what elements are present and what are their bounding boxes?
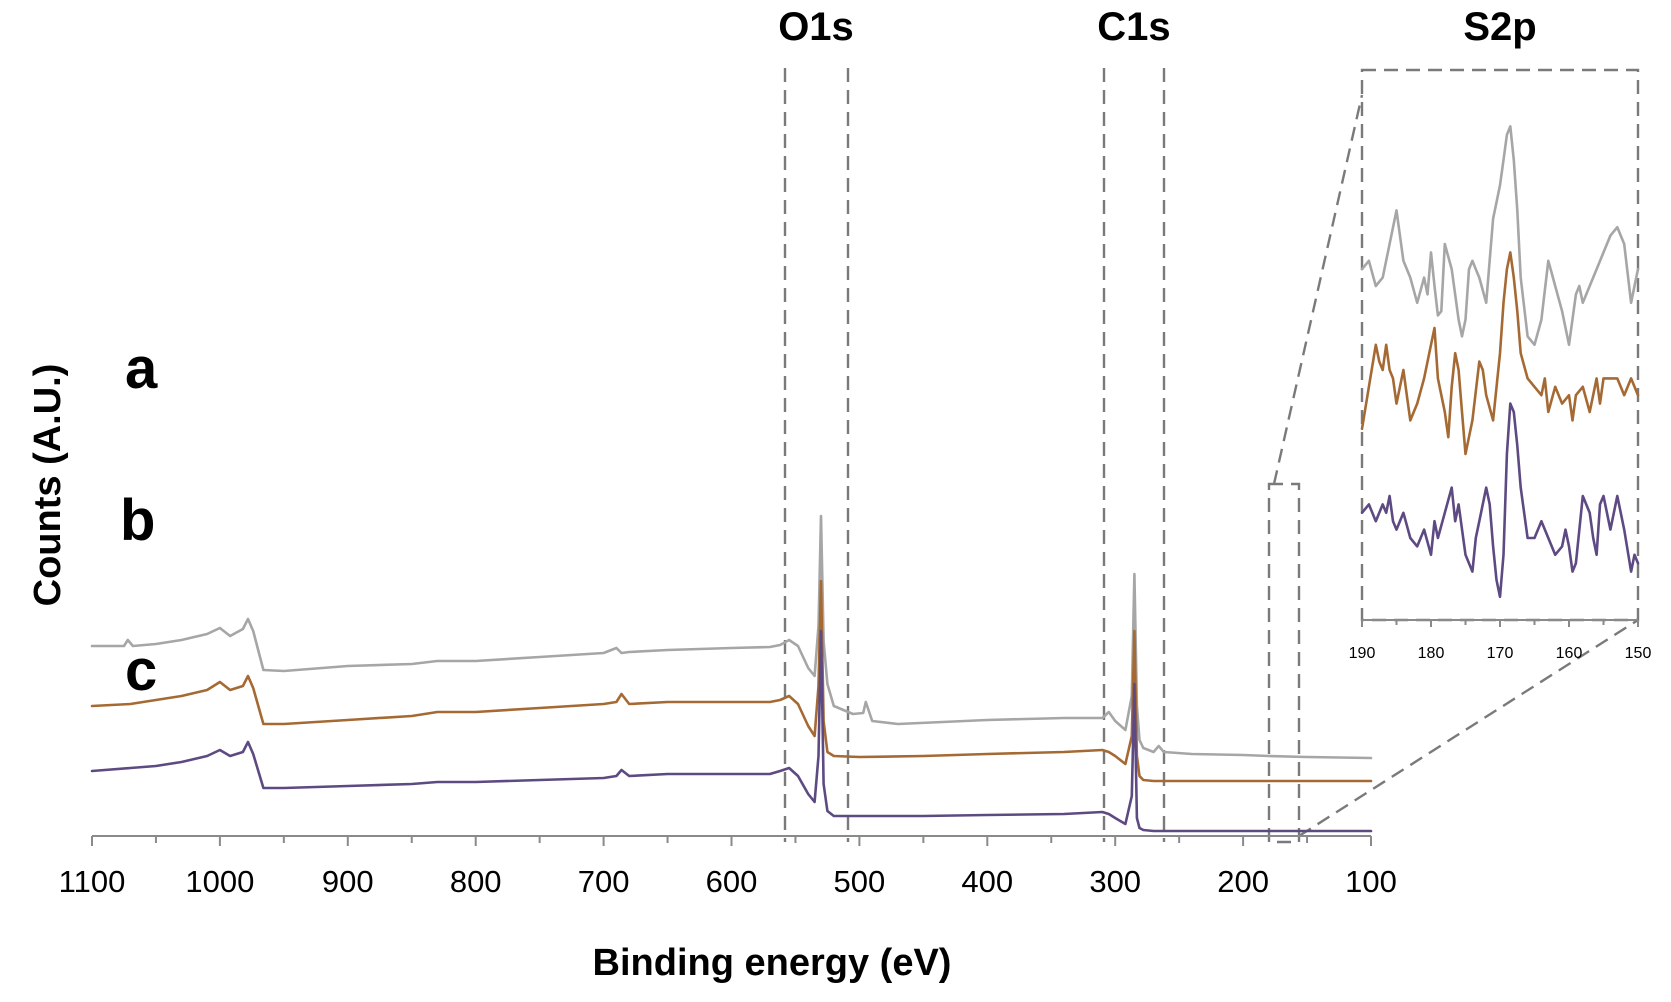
region-label-c1s: C1s (1097, 5, 1170, 49)
inset-x-axis-tick-labels: 190 180 170 160 150 (1349, 645, 1652, 662)
x-tick-label: 900 (322, 864, 374, 899)
x-axis: 1100 1000 900 800 700 600 500 400 300 200 100 (59, 835, 1397, 899)
x-tick-label: 1100 (59, 864, 126, 899)
y-axis-title: Counts (A.U.) (27, 364, 69, 607)
region-label-o1s: O1s (778, 5, 854, 49)
inset-spectrum-line-a (1360, 125, 1640, 347)
x-tick-label: 500 (834, 864, 886, 899)
x-tick-label: 700 (578, 864, 630, 899)
x-tick-label: 100 (1345, 864, 1397, 899)
zoom-connector-bottom (1298, 618, 1639, 838)
x-tick-label: 200 (1217, 864, 1269, 899)
s2p-guide-box (1267, 482, 1301, 844)
inset-spectrum-line-b (1360, 251, 1640, 456)
main-spectra (90, 514, 1373, 833)
series-label-c: c (125, 638, 157, 703)
spectrum-line-b (90, 579, 1373, 783)
inset-spectrum-line-c (1360, 402, 1640, 599)
x-tick-label: 1000 (185, 864, 254, 899)
zoom-connectors (1272, 94, 1639, 838)
x-axis-ticks (91, 836, 1372, 846)
x-tick-label: 800 (450, 864, 502, 899)
inset-tick-label: 180 (1418, 645, 1445, 662)
spectrum-line-a (90, 514, 1373, 760)
zoom-connector-top (1272, 94, 1364, 485)
inset-tick-label: 170 (1487, 645, 1514, 662)
inset-title-s2p: S2p (1463, 5, 1536, 49)
x-axis-tick-labels: 1100 1000 900 800 700 600 500 400 300 200 100 (59, 864, 1397, 899)
series-letters: a b c (120, 336, 158, 703)
series-label-b: b (120, 488, 155, 553)
region-labels: O1s C1s S2p (778, 5, 1536, 49)
inset-tick-label: 190 (1349, 645, 1376, 662)
inset-frame (1360, 68, 1640, 622)
inset-spectra (1360, 125, 1640, 599)
x-axis-title: Binding energy (eV) (593, 942, 952, 984)
series-label-a: a (125, 336, 158, 401)
x-tick-label: 600 (706, 864, 758, 899)
s2p-inset: 190 180 170 160 150 (1349, 68, 1652, 662)
inset-x-axis-ticks (1361, 620, 1639, 627)
spectrum-line-c (90, 629, 1373, 833)
x-tick-label: 400 (961, 864, 1013, 899)
x-tick-label: 300 (1089, 864, 1141, 899)
inset-tick-label: 150 (1625, 645, 1652, 662)
inset-tick-label: 160 (1556, 645, 1583, 662)
region-guides (783, 68, 1301, 844)
